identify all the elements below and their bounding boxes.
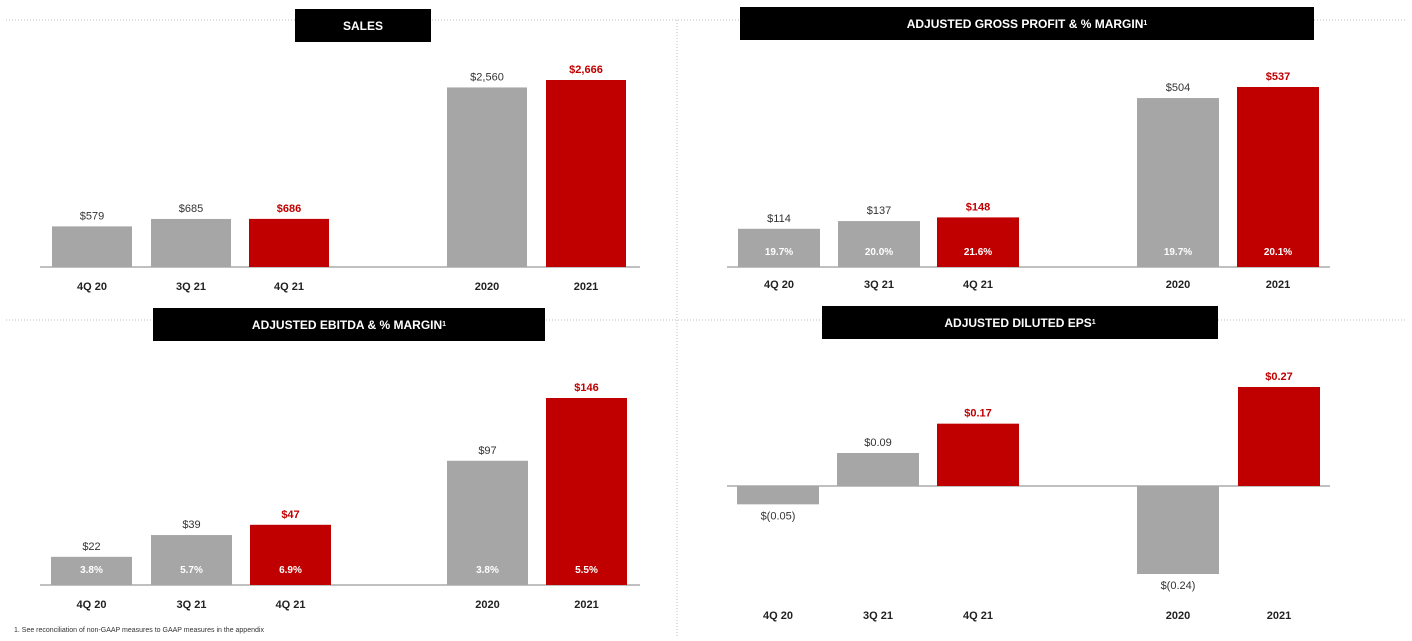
margin-label: 5.7% (180, 565, 203, 576)
bar (937, 423, 1019, 486)
data-label: $146 (574, 382, 598, 394)
x-tick-label: 2021 (574, 281, 598, 293)
chart-title-banner: SALES (295, 9, 431, 42)
margin-label: 3.8% (80, 565, 103, 576)
x-tick-label: 4Q 20 (764, 279, 794, 291)
chart-title-footnote-marker: 1 (442, 321, 446, 328)
bar (51, 556, 132, 585)
bar (1237, 87, 1319, 267)
margin-label: 5.5% (575, 565, 598, 576)
margin-label: 3.8% (476, 565, 499, 576)
bar (1137, 486, 1219, 574)
chart-title-banner: ADJUSTED GROSS PROFIT & % MARGIN1 (740, 7, 1314, 40)
data-label: $0.17 (964, 408, 992, 420)
bar (1238, 387, 1320, 486)
data-label: $2,560 (470, 71, 504, 83)
footnote: 1. See reconciliation of non-GAAP measur… (14, 627, 264, 634)
x-tick-label: 2021 (574, 599, 598, 611)
x-tick-label: 4Q 21 (963, 279, 993, 291)
x-tick-label: 3Q 21 (863, 610, 893, 622)
data-label: $97 (478, 445, 496, 457)
bar (447, 460, 528, 585)
chart-title-background (153, 308, 545, 341)
data-label: $137 (867, 205, 891, 217)
x-tick-label: 2020 (1166, 610, 1190, 622)
x-tick-label: 4Q 21 (274, 281, 304, 293)
margin-label: 19.7% (1164, 247, 1192, 258)
x-tick-label: 3Q 21 (176, 281, 206, 293)
chart-title-footnote-marker: 1 (1143, 20, 1147, 27)
data-label: $504 (1166, 82, 1190, 94)
chart-title-banner: ADJUSTED DILUTED EPS1 (822, 306, 1218, 339)
data-label: $2,666 (569, 64, 603, 76)
margin-label: 21.6% (964, 247, 992, 258)
bar (249, 218, 329, 267)
x-tick-label: 2020 (475, 599, 499, 611)
bar (1137, 98, 1219, 267)
data-label: $(0.24) (1161, 580, 1196, 592)
margin-label: 20.0% (865, 247, 893, 258)
data-label: $148 (966, 201, 990, 213)
x-tick-label: 4Q 20 (77, 281, 107, 293)
bar (250, 524, 331, 585)
chart-title-banner: ADJUSTED EBITDA & % MARGIN1 (153, 308, 545, 341)
data-label: $685 (179, 203, 203, 215)
margin-label: 6.9% (279, 565, 302, 576)
data-label: $0.09 (864, 437, 892, 449)
x-tick-label: 4Q 21 (963, 610, 993, 622)
bar (546, 398, 627, 585)
data-label: $579 (80, 210, 104, 222)
chart-panel-3: ADJUSTED EBITDA & % MARGIN1 $22 3.8% 4Q 20 $… (40, 308, 640, 611)
data-label: $22 (82, 541, 100, 553)
chart-title: SALES (343, 19, 383, 33)
data-label: $686 (277, 203, 301, 215)
x-tick-label: 4Q 21 (276, 599, 306, 611)
x-tick-label: 2021 (1266, 279, 1290, 291)
x-tick-label: 3Q 21 (864, 279, 894, 291)
chart-title: ADJUSTED EBITDA & % MARGIN1 (252, 318, 446, 332)
chart-title: ADJUSTED GROSS PROFIT & % MARGIN1 (907, 17, 1148, 31)
bar (737, 486, 819, 505)
bar (838, 221, 920, 267)
data-label: $114 (767, 213, 791, 225)
chart-title-footnote-marker: 1 (1092, 319, 1096, 326)
x-tick-label: 2020 (475, 281, 499, 293)
data-label: $(0.05) (761, 510, 796, 522)
chart-panel-1: SALES $579 4Q 20 $685 3Q 21 $686 4Q 21 $2,560 20… (40, 9, 640, 293)
data-label: $0.27 (1265, 371, 1293, 383)
chart-panel-2: ADJUSTED GROSS PROFIT & % MARGIN1 $114 19.… (727, 7, 1330, 291)
x-tick-label: 4Q 20 (77, 599, 107, 611)
data-label: $537 (1266, 71, 1290, 83)
chart-panel-4: ADJUSTED DILUTED EPS1 $(0.05) 4Q 20 $0.09 3Q… (727, 306, 1330, 622)
x-tick-label: 2021 (1267, 610, 1291, 622)
bar (447, 87, 527, 267)
bar (52, 226, 132, 267)
x-tick-label: 3Q 21 (177, 599, 207, 611)
chart-title-background (822, 306, 1218, 339)
margin-label: 19.7% (765, 247, 793, 258)
bar (738, 228, 820, 267)
data-label: $39 (182, 519, 200, 531)
margin-label: 20.1% (1264, 247, 1292, 258)
chart-title-background (740, 7, 1314, 40)
data-label: $47 (281, 509, 299, 521)
bar (151, 218, 231, 267)
bar (546, 80, 626, 267)
chart-title: ADJUSTED DILUTED EPS1 (944, 316, 1095, 330)
x-tick-label: 2020 (1166, 279, 1190, 291)
chart-title-background (295, 9, 431, 42)
bar (151, 535, 232, 585)
bar (937, 217, 1019, 267)
x-tick-label: 4Q 20 (763, 610, 793, 622)
bar (837, 453, 919, 486)
